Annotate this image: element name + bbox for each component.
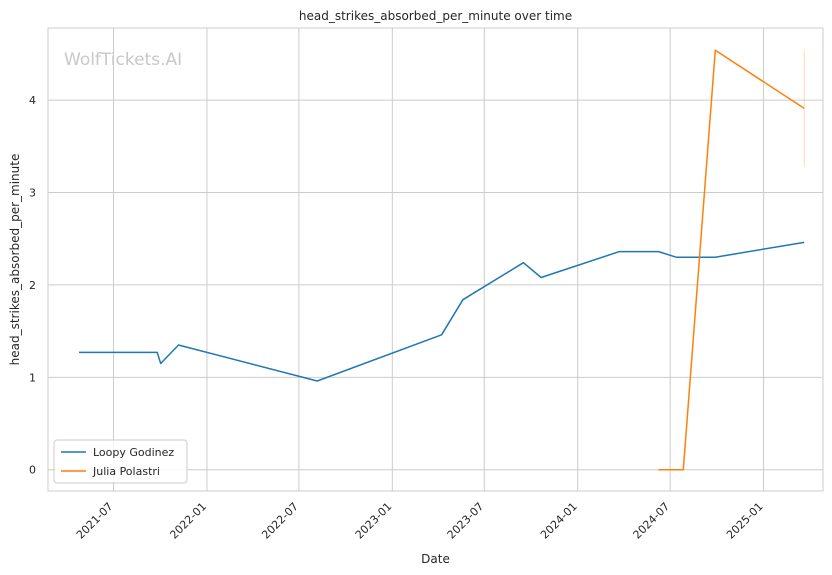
watermark: WolfTickets.AI [64, 50, 182, 70]
y-tick-label: 2 [29, 279, 36, 292]
plot-area-frame [47, 27, 824, 492]
grid-lines [48, 28, 823, 491]
legend: Loopy Godinez Julia Polastri [53, 439, 188, 484]
legend-label-loopy-godinez: Loopy Godinez [93, 446, 174, 459]
legend-box [53, 439, 188, 484]
series-line-julia-polastri [658, 49, 805, 471]
x-axis-label: Date [421, 552, 450, 566]
y-tick-label: 0 [29, 464, 36, 477]
y-tick-label: 4 [29, 94, 36, 107]
legend-label-julia-polastri: Julia Polastri [92, 465, 160, 478]
y-tick-label: 1 [29, 371, 36, 384]
series-line-loopy-godinez [79, 241, 805, 382]
y-tick-label: 3 [29, 186, 36, 199]
y-axis-label: head_strikes_absorbed_per_minute [8, 154, 22, 366]
y-axis-ticks: 0 1 2 3 4 [29, 94, 36, 477]
chart-title: head_strikes_absorbed_per_minute over ti… [299, 9, 572, 23]
series-layer [79, 49, 805, 471]
